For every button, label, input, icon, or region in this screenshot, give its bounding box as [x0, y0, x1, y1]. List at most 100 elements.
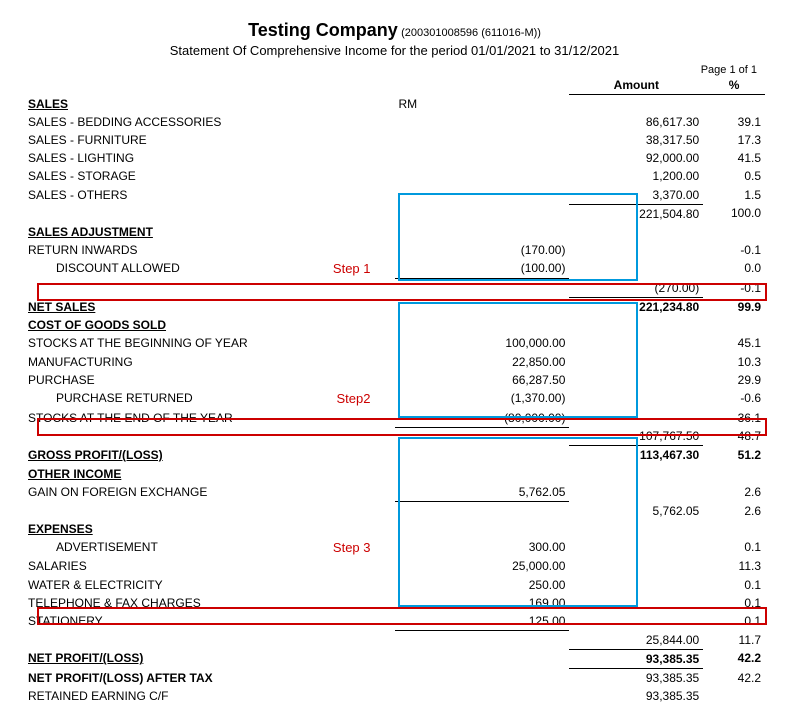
net-sales-pct: 99.9 — [703, 298, 765, 317]
line-label: SALES - FURNITURE — [24, 131, 395, 149]
line-mid: 100,000.00 — [395, 334, 570, 352]
expenses-header: EXPENSES — [24, 520, 395, 538]
net-profit-tax-amount: 93,385.35 — [569, 669, 703, 688]
line-amount: 86,617.30 — [569, 113, 703, 131]
table-row: SALES - BEDDING ACCESSORIES 86,617.30 39… — [24, 113, 765, 131]
table-row: SALES - LIGHTING 92,000.00 41.5 — [24, 149, 765, 167]
line-mid: 22,850.00 — [395, 353, 570, 371]
subtotal-amount: (270.00) — [569, 279, 703, 298]
table-row: ADVERTISEMENT Step 3 300.00 0.1 — [24, 538, 765, 558]
expenses-subtotal-row: 25,844.00 11.7 — [24, 631, 765, 650]
line-amount: 3,370.00 — [569, 186, 703, 205]
line-pct: 17.3 — [703, 131, 765, 149]
line-label: RETURN INWARDS — [24, 241, 395, 259]
retained-pct — [703, 687, 765, 705]
table-row: RETURN INWARDS (170.00) -0.1 — [24, 241, 765, 259]
line-mid: (80,000.00) — [395, 409, 570, 428]
line-pct: 0.1 — [703, 594, 765, 612]
subtotal-pct: -0.1 — [703, 279, 765, 298]
line-label: STATIONERY — [24, 612, 395, 631]
line-label: PURCHASE — [24, 371, 395, 389]
subtotal-pct: 2.6 — [703, 502, 765, 520]
step-2-label: Step2 — [337, 390, 391, 408]
line-mid: (100.00) — [395, 259, 570, 279]
company-name: Testing Company — [248, 20, 398, 40]
line-pct: 10.3 — [703, 353, 765, 371]
net-sales-header: NET SALES — [24, 298, 395, 317]
retained-amount: 93,385.35 — [569, 687, 703, 705]
line-pct: -0.6 — [703, 389, 765, 409]
line-pct: 0.1 — [703, 576, 765, 594]
line-label: TELEPHONE & FAX CHARGES — [24, 594, 395, 612]
line-pct: 41.5 — [703, 149, 765, 167]
line-pct: 0.1 — [703, 538, 765, 558]
net-sales-row: NET SALES 221,234.80 99.9 — [24, 298, 765, 317]
line-label: WATER & ELECTRICITY — [24, 576, 395, 594]
sales-header: SALES — [24, 95, 395, 113]
gross-amount: 113,467.30 — [569, 446, 703, 465]
line-amount: 92,000.00 — [569, 149, 703, 167]
line-label: STOCKS AT THE END OF THE YEAR — [24, 409, 395, 428]
report-table: Amount % SALES RM SALES - BEDDING ACCESS… — [24, 76, 765, 705]
sales-subtotal-row: 221,504.80 100.0 — [24, 204, 765, 223]
line-mid: 5,762.05 — [395, 483, 570, 502]
line-pct: 1.5 — [703, 186, 765, 205]
line-label: PURCHASE RETURNED — [28, 390, 193, 406]
line-label: SALES - STORAGE — [24, 167, 395, 185]
table-row: SALARIES 25,000.00 11.3 — [24, 557, 765, 575]
table-row: STOCKS AT THE BEGINNING OF YEAR 100,000.… — [24, 334, 765, 352]
cogs-header: COST OF GOODS SOLD — [24, 316, 395, 334]
company-reg: (200301008596 (611016-M)) — [401, 27, 541, 39]
subtotal-amount: 107,767.50 — [569, 427, 703, 446]
sales-adj-header: SALES ADJUSTMENT — [24, 223, 395, 241]
line-label: STOCKS AT THE BEGINNING OF YEAR — [24, 334, 395, 352]
subtotal-amount: 25,844.00 — [569, 631, 703, 650]
line-pct: 11.3 — [703, 557, 765, 575]
table-row: PURCHASE RETURNED Step2 (1,370.00) -0.6 — [24, 389, 765, 409]
table-row: GAIN ON FOREIGN EXCHANGE 5,762.05 2.6 — [24, 483, 765, 502]
line-pct: 29.9 — [703, 371, 765, 389]
table-row: PURCHASE 66,287.50 29.9 — [24, 371, 765, 389]
report-stage: Testing Company (200301008596 (611016-M)… — [24, 20, 765, 705]
line-label: DISCOUNT ALLOWED — [28, 260, 180, 276]
gross-row: GROSS PROFIT/(LOSS) 113,467.30 51.2 — [24, 446, 765, 465]
table-row: TELEPHONE & FAX CHARGES 169.00 0.1 — [24, 594, 765, 612]
line-mid: 25,000.00 — [395, 557, 570, 575]
gross-pct: 51.2 — [703, 446, 765, 465]
line-pct: 0.5 — [703, 167, 765, 185]
retained-header: RETAINED EARNING C/F — [24, 687, 395, 705]
subtotal-amount: 5,762.05 — [569, 502, 703, 520]
other-income-subtotal-row: 5,762.05 2.6 — [24, 502, 765, 520]
subtotal-pct: 48.7 — [703, 427, 765, 446]
line-label: SALARIES — [24, 557, 395, 575]
report-subtitle: Statement Of Comprehensive Income for th… — [24, 43, 765, 58]
net-profit-tax-row: NET PROFIT/(LOSS) AFTER TAX 93,385.35 42… — [24, 669, 765, 688]
line-label: MANUFACTURING — [24, 353, 395, 371]
rm-label: RM — [395, 95, 570, 113]
cogs-subtotal-row: 107,767.50 48.7 — [24, 427, 765, 446]
line-pct: -0.1 — [703, 241, 765, 259]
line-label: GAIN ON FOREIGN EXCHANGE — [24, 483, 395, 502]
line-label: ADVERTISEMENT — [28, 539, 158, 555]
net-profit-amount: 93,385.35 — [569, 649, 703, 668]
sales-adj-subtotal-row: (270.00) -0.1 — [24, 279, 765, 298]
net-profit-header: NET PROFIT/(LOSS) — [24, 649, 395, 668]
table-row: WATER & ELECTRICITY 250.00 0.1 — [24, 576, 765, 594]
line-mid: (1,370.00) — [395, 389, 570, 409]
table-row: DISCOUNT ALLOWED Step 1 (100.00) 0.0 — [24, 259, 765, 279]
col-amount-header: Amount — [569, 76, 703, 95]
table-row: STOCKS AT THE END OF THE YEAR (80,000.00… — [24, 409, 765, 428]
title-row: Testing Company (200301008596 (611016-M)… — [24, 20, 765, 41]
line-pct: -36.1 — [703, 409, 765, 428]
col-pct-header: % — [703, 76, 765, 95]
table-row: STATIONERY 125.00 0.1 — [24, 612, 765, 631]
line-label: SALES - LIGHTING — [24, 149, 395, 167]
line-pct: 2.6 — [703, 483, 765, 502]
line-pct: 39.1 — [703, 113, 765, 131]
page-info: Page 1 of 1 — [24, 64, 765, 76]
line-mid: 125.00 — [395, 612, 570, 631]
line-mid: 169.00 — [395, 594, 570, 612]
line-mid: 66,287.50 — [395, 371, 570, 389]
line-label: SALES - BEDDING ACCESSORIES — [24, 113, 395, 131]
net-profit-tax-header: NET PROFIT/(LOSS) AFTER TAX — [24, 669, 395, 688]
